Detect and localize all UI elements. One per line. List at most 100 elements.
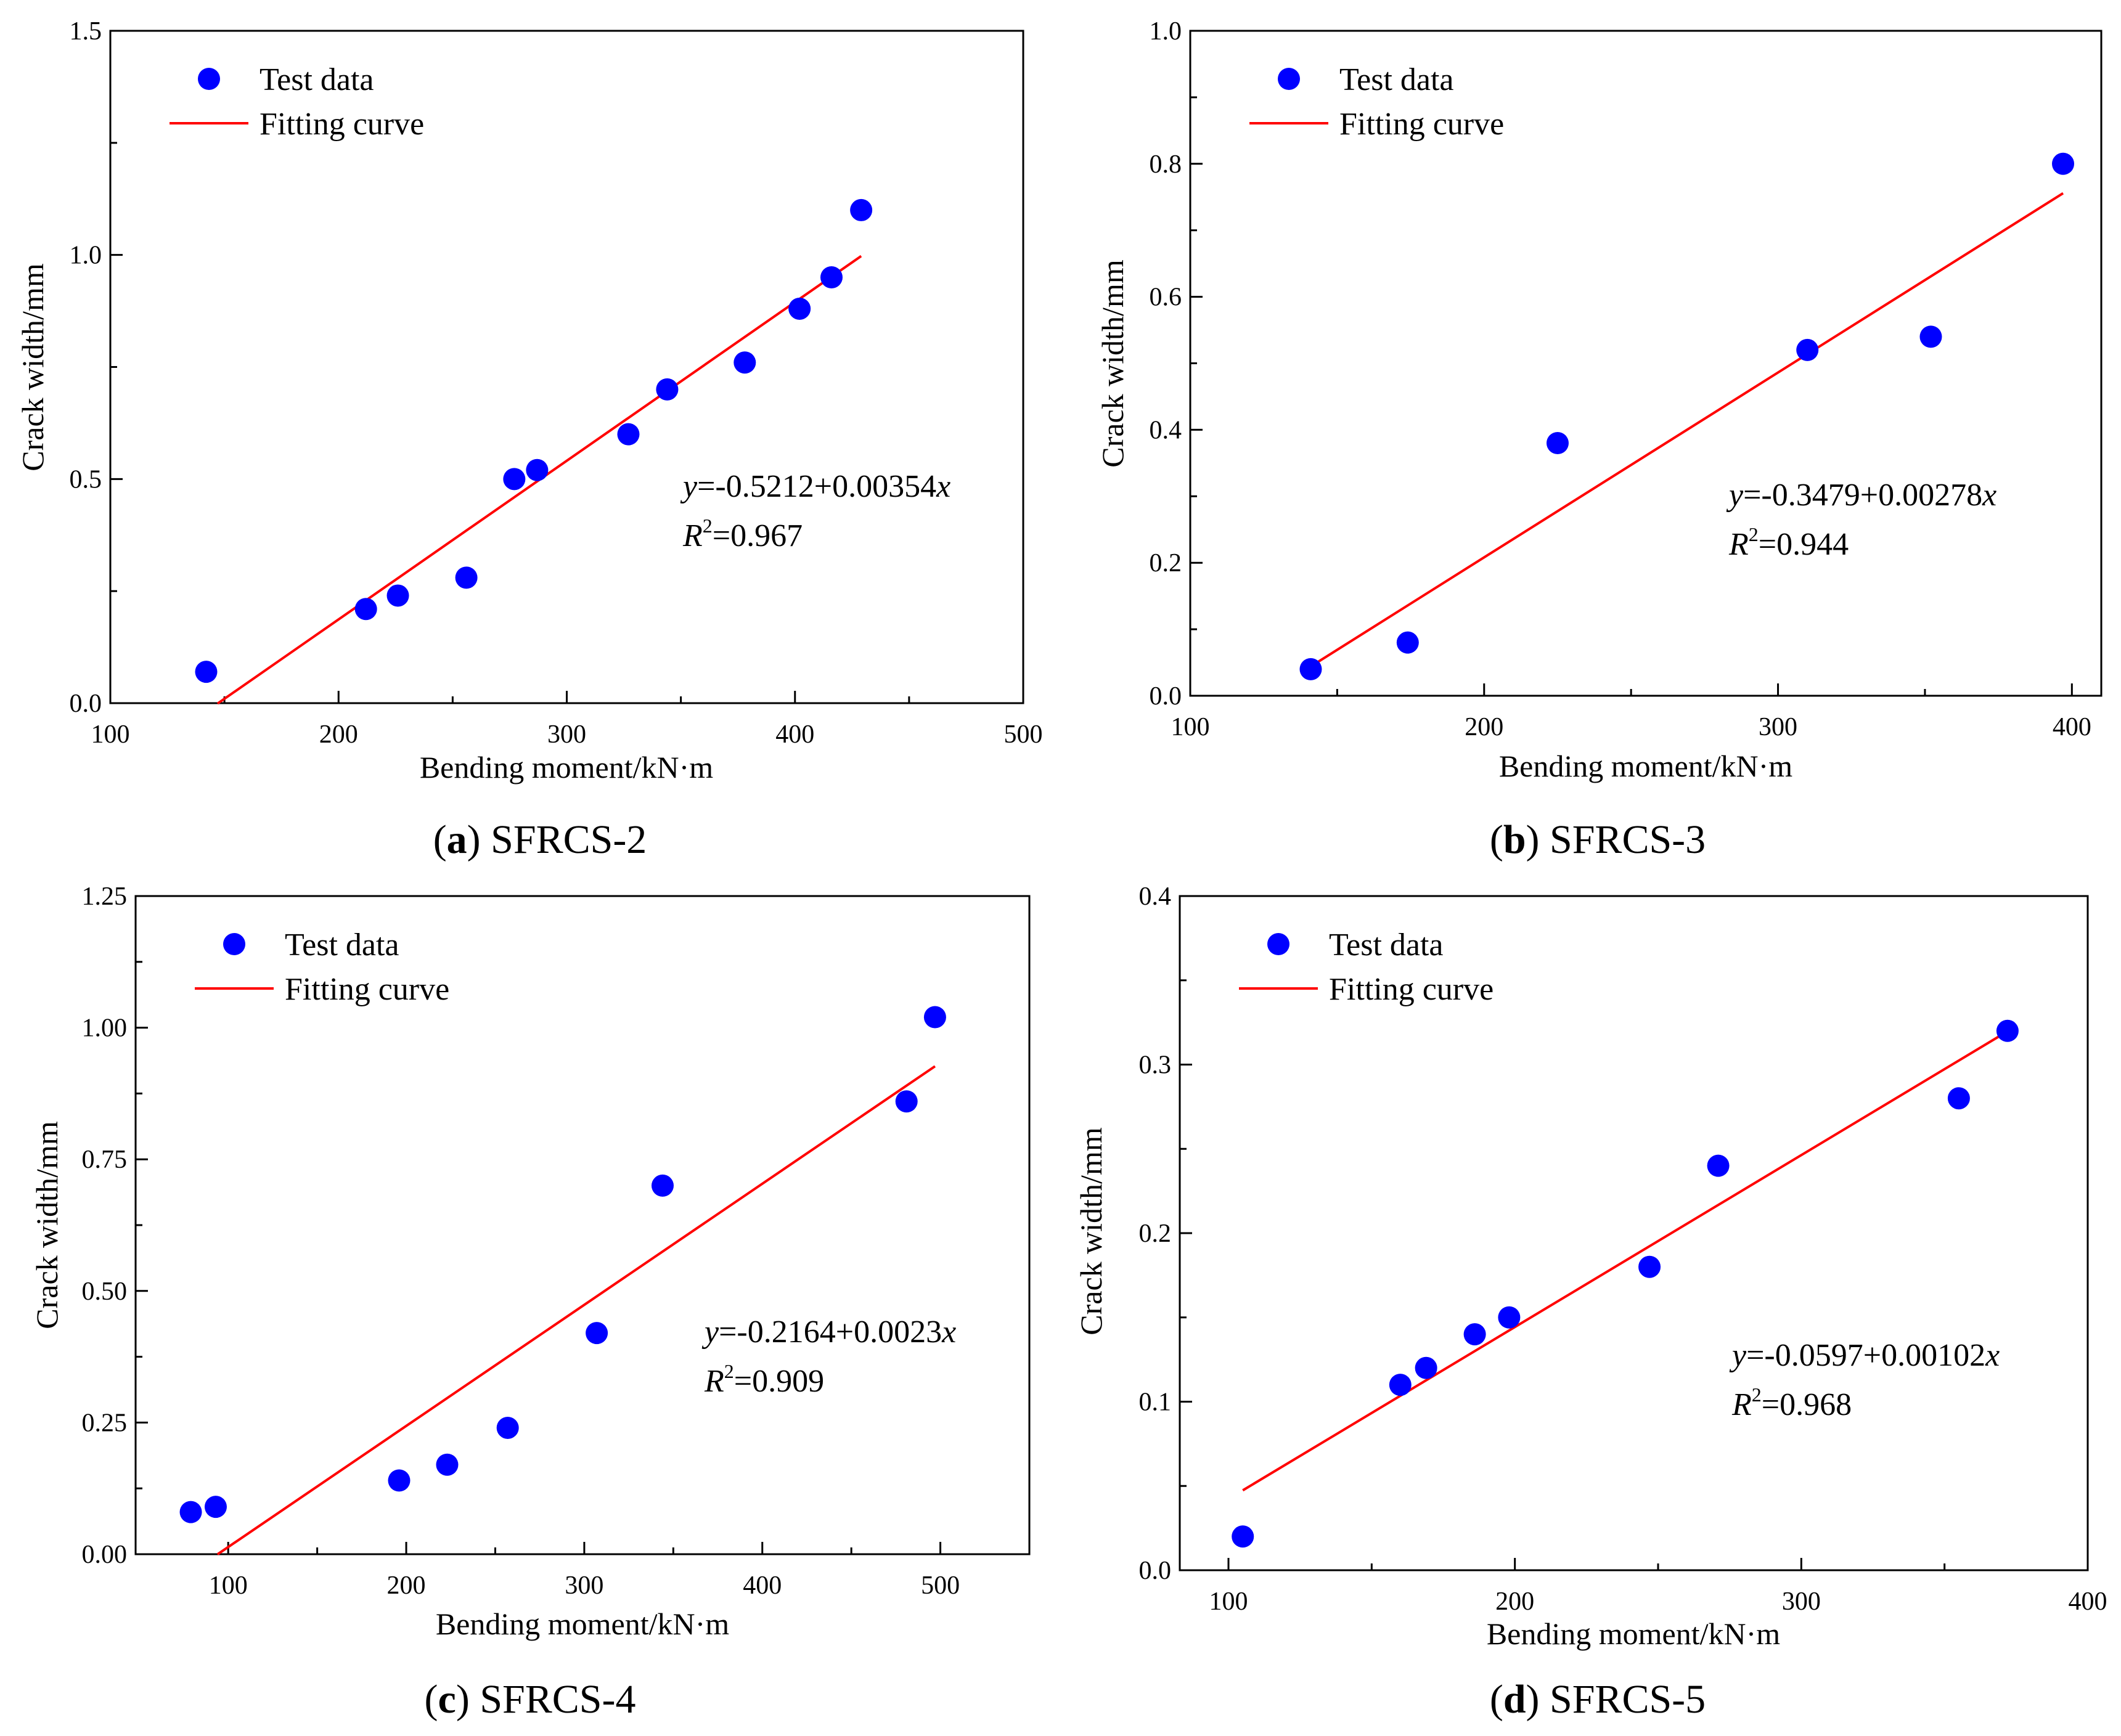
x-tick-label-a-0: 100: [91, 720, 130, 749]
y-tick-label-c-1: 0.25: [82, 1409, 128, 1437]
y-axis-label-d: Crack width/mm: [1074, 1127, 1108, 1335]
y-tick-label-c-4: 1.00: [82, 1014, 128, 1043]
x-tick-label-d-1: 200: [1495, 1587, 1534, 1616]
ticks-d: [1180, 895, 2089, 1571]
legend-marker-c: [223, 933, 245, 955]
fitting-curve-d: [1242, 1030, 2008, 1492]
ticks-b: [1189, 30, 2073, 697]
x-axis-label-a: Bending moment/kN·m: [420, 750, 713, 784]
legend-c: Test data Fitting curve: [195, 927, 449, 1007]
legend-marker-a: [198, 68, 220, 90]
y-tick-label-c-2: 0.50: [82, 1278, 128, 1306]
panel-d: 0.0 0.1 0.2 0.3 0.4 100 200 300 400 Test data Fi…: [1074, 882, 2107, 1722]
legend-marker-d: [1267, 933, 1289, 955]
legend-test-data-d: Test data: [1329, 927, 1444, 963]
equation-b: y=-0.3479+0.00278x: [1726, 478, 1996, 513]
y-tick-labels-b: 0.0 0.2 0.4 0.6 0.8 1.0: [1150, 17, 1182, 711]
ticks-c: [136, 895, 942, 1555]
x-tick-label-b-0: 100: [1171, 713, 1210, 741]
ticks-a: [109, 30, 1024, 704]
fit-line-b: [1310, 192, 2064, 668]
x-tick-label-c-1: 200: [387, 1571, 426, 1600]
data-point-b-0: [1299, 658, 1322, 680]
data-point-b-5: [2052, 152, 2075, 175]
data-point-c-4: [496, 1416, 519, 1439]
y-tick-labels-d: 0.0 0.1 0.2 0.3 0.4: [1139, 882, 1172, 1585]
legend-d: Test data Fitting curve: [1239, 927, 1494, 1007]
data-point-a-10: [820, 266, 843, 289]
x-tick-label-d-3: 400: [2069, 1587, 2107, 1616]
data-point-c-6: [651, 1174, 674, 1197]
data-point-c-1: [204, 1496, 227, 1518]
y-tick-label-d-1: 0.1: [1139, 1388, 1172, 1417]
data-point-a-4: [503, 468, 526, 491]
x-tick-label-c-3: 400: [743, 1571, 782, 1600]
x-tick-labels-b: 100 200 300 400: [1171, 713, 2091, 741]
data-point-d-7: [1947, 1087, 1970, 1110]
data-point-d-0: [1232, 1525, 1254, 1548]
legend-fitting-curve-d: Fitting curve: [1329, 972, 1494, 1007]
legend-test-data-b: Test data: [1339, 62, 1454, 97]
data-point-d-4: [1498, 1306, 1521, 1329]
data-point-a-9: [788, 297, 811, 320]
fit-line-c: [216, 1065, 936, 1555]
data-point-c-0: [179, 1501, 202, 1523]
y-tick-label-d-3: 0.3: [1139, 1051, 1172, 1080]
y-tick-label-b-2: 0.4: [1150, 416, 1182, 444]
data-point-d-8: [1996, 1019, 2019, 1042]
y-tick-label-c-0: 0.00: [82, 1541, 128, 1569]
legend-marker-b: [1278, 68, 1300, 90]
data-points-c: [179, 1006, 946, 1523]
data-points-b: [1299, 152, 2075, 680]
data-point-c-5: [586, 1322, 608, 1345]
panel-c: 0.00 0.25 0.50 0.75 1.00 1.25 100 200 300 400 500…: [30, 882, 1031, 1722]
y-tick-label-b-4: 0.8: [1150, 150, 1182, 179]
equation-c: y=-0.2164+0.0023x: [701, 1314, 956, 1350]
data-point-c-3: [436, 1453, 459, 1476]
x-tick-label-d-0: 100: [1209, 1587, 1248, 1616]
data-point-a-5: [526, 458, 549, 481]
y-tick-label-c-3: 0.75: [82, 1146, 128, 1174]
legend-fitting-curve-b: Fitting curve: [1339, 107, 1504, 142]
data-point-d-1: [1389, 1374, 1412, 1396]
y-tick-label-a-2: 1.0: [70, 242, 102, 270]
legend-fitting-curve-a: Fitting curve: [260, 107, 424, 142]
data-point-a-1: [354, 598, 377, 621]
x-tick-labels-c: 100 200 300 400 500: [209, 1571, 960, 1600]
y-tick-label-d-2: 0.2: [1139, 1220, 1172, 1248]
y-axis-label-c: Crack width/mm: [30, 1121, 64, 1329]
data-point-d-3: [1463, 1323, 1486, 1346]
fitting-curve-b: [1310, 192, 2064, 668]
fit-line-d: [1242, 1030, 2008, 1492]
legend-b: Test data Fitting curve: [1249, 62, 1504, 142]
legend-test-data-c: Test data: [285, 927, 399, 963]
y-axis-label-b: Crack width/mm: [1095, 259, 1130, 468]
x-tick-label-c-2: 300: [565, 1571, 603, 1600]
x-tick-labels-a: 100 200 300 400 500: [91, 720, 1043, 749]
data-point-d-2: [1415, 1356, 1437, 1379]
data-point-c-8: [923, 1006, 946, 1029]
data-point-a-2: [386, 584, 409, 607]
x-tick-label-a-3: 400: [775, 720, 814, 749]
caption-d: (d) SFRCS-5: [1490, 1677, 1706, 1722]
legend-a: Test data Fitting curve: [170, 62, 424, 142]
y-tick-labels-a: 0.0 0.5 1.0 1.5: [70, 17, 102, 718]
data-point-a-6: [617, 423, 640, 446]
data-point-d-5: [1638, 1255, 1661, 1278]
x-tick-label-c-4: 500: [921, 1571, 960, 1600]
fitting-curve-c: [216, 1065, 936, 1555]
x-tick-labels-d: 100 200 300 400: [1209, 1587, 2107, 1616]
caption-a: (a) SFRCS-2: [433, 817, 647, 862]
data-point-a-8: [734, 351, 756, 374]
legend-test-data-a: Test data: [260, 62, 374, 97]
x-tick-label-a-1: 200: [319, 720, 358, 749]
data-point-b-4: [1919, 325, 1942, 348]
panel-a: 0.0 0.5 1.0 1.5 100 200 300 400 500 Test data Fi…: [15, 17, 1043, 862]
y-tick-labels-c: 0.00 0.25 0.50 0.75 1.00 1.25: [82, 882, 128, 1569]
data-point-b-1: [1396, 631, 1419, 654]
x-tick-label-b-1: 200: [1465, 713, 1503, 741]
x-axis-label-d: Bending moment/kN·m: [1487, 1616, 1780, 1651]
x-tick-label-b-2: 300: [1759, 713, 1797, 741]
equation-d: y=-0.0597+0.00102x: [1729, 1338, 2000, 1373]
